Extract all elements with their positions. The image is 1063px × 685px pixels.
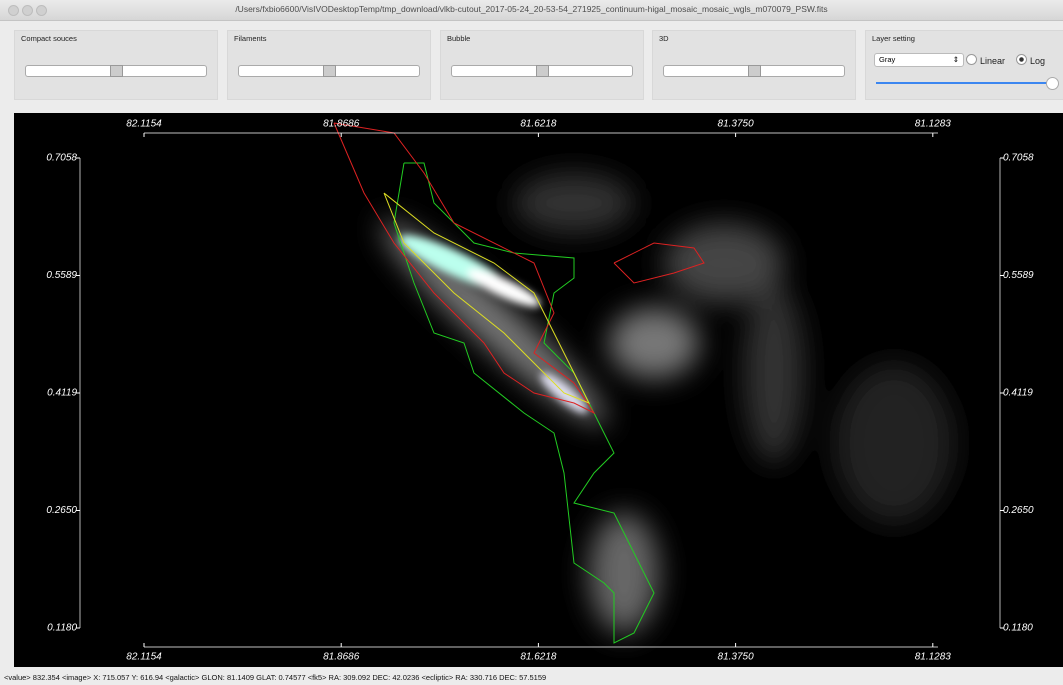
slider[interactable] <box>451 65 633 77</box>
layer-panel: Layer setting Gray ⇕ Linear Log <box>865 30 1063 100</box>
y-tick-label-right: 0.5589 <box>1003 270 1034 281</box>
status-bar: <value> 832.354 <image> X: 715.057 Y: 61… <box>4 673 547 682</box>
contour-red <box>613 242 705 284</box>
x-tick-label-top: 81.1283 <box>915 119 952 130</box>
panel-label: Bubble <box>447 34 471 43</box>
slider-handle[interactable] <box>748 65 761 77</box>
slider-handle[interactable] <box>323 65 336 77</box>
panel: 3D <box>652 30 856 100</box>
radio-linear[interactable]: Linear <box>966 54 1005 66</box>
y-tick-label-right: 0.4119 <box>1003 388 1033 399</box>
title-bar: /Users/fxbio6600/VisIVODesktopTemp/tmp_d… <box>0 0 1063 21</box>
x-tick-label-bottom: 81.1283 <box>915 652 952 663</box>
y-tick-label-left: 0.7058 <box>46 153 77 164</box>
window-title: /Users/fxbio6600/VisIVODesktopTemp/tmp_d… <box>235 4 828 14</box>
y-tick-label-right: 0.7058 <box>1003 153 1034 164</box>
zoom-button[interactable] <box>36 5 47 16</box>
colormap-value: Gray <box>879 55 896 64</box>
slider[interactable] <box>238 65 420 77</box>
radio-label: Linear <box>980 56 1006 66</box>
emission <box>381 173 954 633</box>
panel: Compact souces <box>14 30 218 100</box>
slider-knob[interactable] <box>1046 77 1059 90</box>
y-tick-label-left: 0.2650 <box>46 505 77 516</box>
x-tick-label-top: 81.6218 <box>520 119 557 130</box>
x-tick-label-bottom: 82.1154 <box>126 652 162 663</box>
contour-green <box>393 162 655 644</box>
close-button[interactable] <box>8 5 19 16</box>
y-tick-label-right: 0.1180 <box>1003 623 1033 634</box>
x-tick-label-top: 82.1154 <box>126 119 162 130</box>
frame-top-bottom <box>143 132 939 648</box>
slider[interactable] <box>25 65 207 77</box>
minimize-button[interactable] <box>22 5 33 16</box>
slider[interactable] <box>663 65 845 77</box>
scale-slider[interactable] <box>876 77 1059 90</box>
select-arrow: ⇕ <box>952 55 959 64</box>
panel-label: Filaments <box>234 34 267 43</box>
slider-handle[interactable] <box>110 65 123 77</box>
panel-label: Compact souces <box>21 34 77 43</box>
y-tick-label-left: 0.5589 <box>46 270 77 281</box>
y-tick-label-left: 0.4119 <box>47 388 77 399</box>
contour-yellow <box>383 192 591 404</box>
y-tick-label-left: 0.1180 <box>47 623 77 634</box>
panel: Filaments <box>227 30 431 100</box>
contour-red <box>333 122 596 415</box>
y-tick-label-right: 0.2650 <box>1003 505 1034 516</box>
panel-label: Layer setting <box>872 34 915 43</box>
panel-label: 3D <box>659 34 669 43</box>
colormap-select[interactable]: Gray ⇕ <box>874 53 964 67</box>
x-tick-label-bottom: 81.6218 <box>520 652 557 663</box>
panel: Bubble <box>440 30 644 100</box>
x-tick-label-bottom: 81.3750 <box>718 652 755 663</box>
x-tick-label-top: 81.8686 <box>323 119 360 130</box>
slider-handle[interactable] <box>536 65 549 77</box>
x-tick-label-top: 81.3750 <box>718 119 755 130</box>
x-tick-label-bottom: 81.8686 <box>323 652 360 663</box>
radio-log[interactable]: Log <box>1016 54 1045 66</box>
fits-image-view: 82.1154 82.1154 81.8686 81.8686 81.6218 81.62… <box>14 113 1063 667</box>
radio-label: Log <box>1030 56 1046 66</box>
